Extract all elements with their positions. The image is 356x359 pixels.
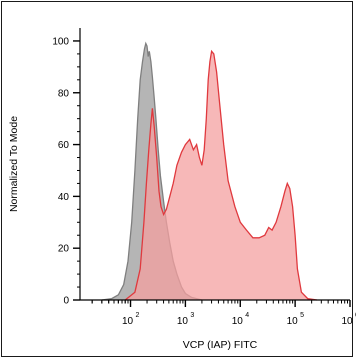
x-tick-base: 10 — [177, 316, 189, 327]
y-tick-label: 80 — [58, 88, 70, 99]
x-tick-label: 103 — [177, 312, 195, 327]
series-1-area — [125, 51, 317, 300]
x-tick-label: 104 — [232, 312, 250, 327]
y-tick-label: 100 — [52, 36, 69, 47]
x-tick-exponent: 2 — [136, 312, 140, 319]
y-tick-label: 60 — [58, 140, 70, 151]
x-tick-label: 106 — [341, 312, 356, 327]
x-tick-label: 105 — [287, 312, 305, 327]
x-tick-base: 10 — [232, 316, 244, 327]
y-tick-label: 40 — [58, 192, 70, 203]
series-1-line — [124, 49, 318, 301]
y-tick-label: 0 — [63, 296, 69, 307]
y-axis-title: Normalized To Mode — [8, 116, 20, 212]
x-tick-exponent: 4 — [245, 312, 249, 319]
x-tick-exponent: 3 — [190, 312, 194, 319]
x-tick-label: 102 — [122, 312, 140, 327]
x-tick-base: 10 — [122, 316, 134, 327]
x-tick-base: 10 — [341, 316, 353, 327]
x-tick-exponent: 5 — [300, 312, 304, 319]
y-tick-label: 20 — [58, 244, 70, 255]
x-tick-base: 10 — [287, 316, 299, 327]
x-axis-title: VCP (IAP) FITC — [183, 339, 258, 351]
